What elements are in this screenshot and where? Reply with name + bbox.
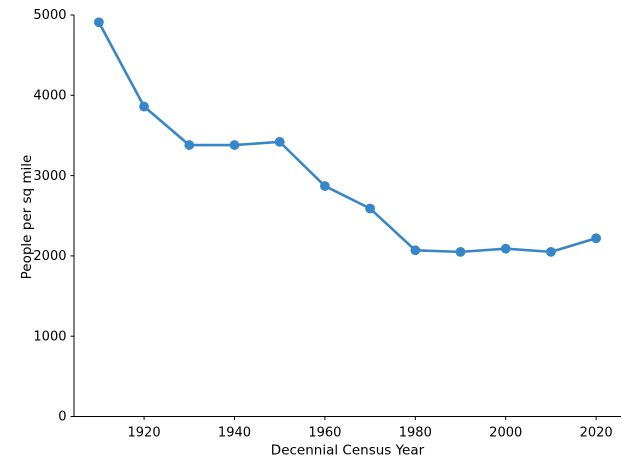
data-point-1970 (365, 203, 376, 214)
data-point-1910 (93, 17, 104, 28)
x-tick-label-1960: 1960 (308, 426, 341, 441)
data-line (97, 20, 598, 254)
data-point-1960 (319, 181, 330, 191)
data-point-1920 (139, 101, 149, 112)
x-axis-title: Decennial Census Year (271, 443, 425, 459)
y-tick-label-2000: 2000 (33, 249, 66, 264)
data-point-2010 (546, 246, 556, 257)
data-point-1980 (410, 245, 421, 256)
x-tick-label-2000: 2000 (489, 426, 522, 441)
y-tick-label-1000: 1000 (33, 329, 66, 344)
data-point-2020 (591, 233, 602, 244)
data-point-1990 (455, 246, 466, 257)
data-point-1930 (184, 140, 195, 150)
x-tick-label-2020: 2020 (580, 426, 613, 441)
x-tick-label-1940: 1940 (218, 426, 251, 441)
data-point-1940 (229, 140, 240, 150)
y-tick-label-4000: 4000 (33, 88, 66, 103)
y-tick-label-0: 0 (58, 410, 66, 425)
y-tick-label-3000: 3000 (33, 169, 66, 184)
data-point-2000 (500, 243, 511, 254)
y-axis-title: People per sq mile (19, 155, 35, 280)
x-tick-label-1920: 1920 (128, 426, 161, 441)
data-point-1950 (274, 136, 285, 147)
y-tick-label-5000: 5000 (33, 8, 66, 23)
x-tick-label-1980: 1980 (399, 426, 432, 441)
plot-area: 0 1000 2000 3000 4000 5000 1920 1940 1960 1980 200… (33, 8, 621, 441)
